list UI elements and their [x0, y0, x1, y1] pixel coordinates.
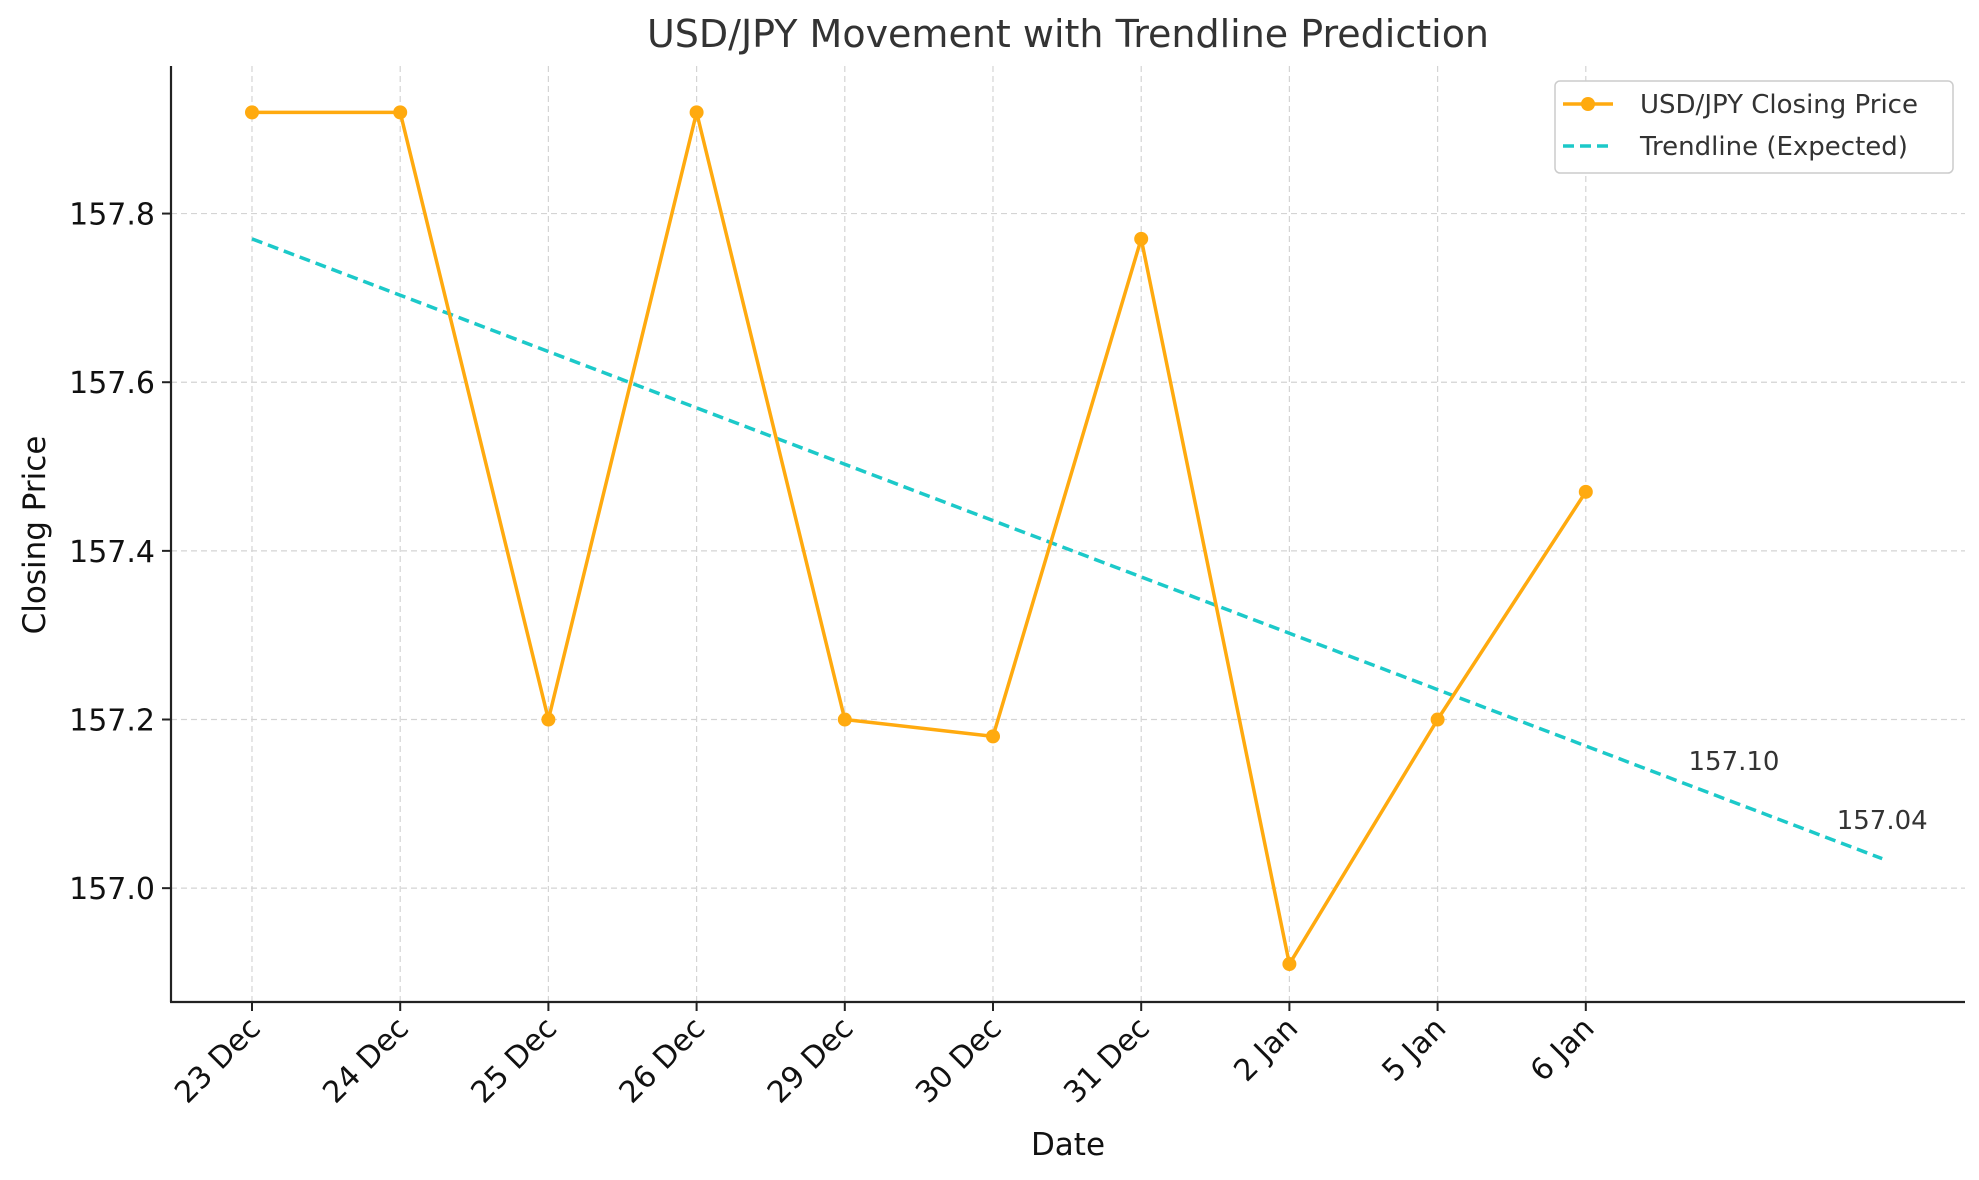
y-axis-label: Closing Price: [17, 436, 53, 635]
closing-price-point-0: [245, 105, 259, 120]
closing-price-line: [252, 110, 1588, 966]
series-layer: [245, 105, 1883, 972]
chart-title: USD/JPY Movement with Trendline Predicti…: [647, 12, 1489, 56]
legend-label-closing-price: USD/JPY Closing Price: [1640, 90, 1918, 120]
closing-price-point-8: [1430, 712, 1445, 727]
y-tick-label-2: 157.4: [69, 535, 155, 570]
y-ticks: 157.0 157.2 157.4 157.6 157.8: [69, 198, 171, 907]
legend-box: [1554, 80, 1954, 174]
closing-price-point-7: [1282, 957, 1297, 972]
grid-lines: [171, 66, 1965, 1002]
annotations: 157.10 157.04: [1689, 747, 1928, 836]
trend-annotation-1: 157.04: [1837, 806, 1928, 836]
x-axis-label: Date: [1031, 1127, 1105, 1163]
closing-price-point-5: [986, 729, 1000, 744]
trendline-expected: [251, 237, 1883, 861]
y-tick-label-0: 157.0: [69, 872, 155, 907]
legend: USD/JPY Closing Price Trendline (Expecte…: [1554, 80, 1954, 174]
y-tick-label-1: 157.2: [69, 704, 155, 739]
closing-price-point-1: [393, 105, 408, 120]
closing-price-point-2: [541, 712, 556, 727]
closing-price-point-6: [1134, 231, 1149, 246]
closing-price-point-4: [837, 712, 852, 727]
closing-price-point-3: [689, 105, 704, 120]
trend-annotation-0: 157.10: [1689, 747, 1780, 777]
legend-marker-closing-price: [1581, 97, 1595, 111]
closing-price-point-9: [1578, 484, 1593, 499]
y-tick-label-3: 157.6: [69, 366, 155, 401]
legend-label-trendline: Trendline (Expected): [1639, 132, 1908, 162]
y-tick-label-4: 157.8: [69, 198, 155, 233]
